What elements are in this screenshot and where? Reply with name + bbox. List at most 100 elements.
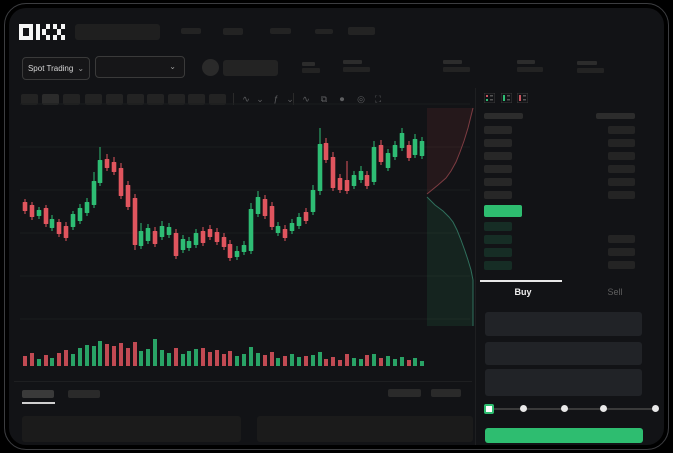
bottom-action-skeleton[interactable] [388,389,421,397]
chart-type-icon[interactable]: ∿ [242,94,250,104]
nav-item-skeleton[interactable] [223,28,243,35]
bottom-action-skeleton[interactable] [431,389,461,397]
orderbook-view-bids-icon[interactable] [501,93,512,103]
candle [84,198,90,216]
ask-price-skeleton[interactable] [484,191,512,199]
orders-panel-skeleton [22,416,241,442]
tab-buy[interactable]: Buy [477,282,569,300]
bid-price-skeleton[interactable] [484,248,512,257]
volume-bar [386,356,390,366]
market-type-label: Spot Trading [27,64,74,73]
amount-slider-track[interactable] [489,408,655,410]
slider-stop-dot[interactable] [561,405,568,412]
ask-price-skeleton[interactable] [484,178,512,186]
candle [364,171,370,189]
buy-tab-label: Buy [514,287,532,297]
settings-icon[interactable]: ◎ [357,94,365,104]
candle [248,203,254,254]
ask-amount-skeleton[interactable] [608,165,635,173]
toolbar-block-skeleton[interactable] [21,94,38,105]
slider-stop-dot[interactable] [600,405,607,412]
searchbar-skeleton[interactable] [75,24,160,40]
volume-bar [318,352,322,366]
toolbar-block-skeleton[interactable] [168,94,185,105]
volume-bar [44,355,48,366]
nav-item-skeleton[interactable] [315,29,333,34]
chevron-down-icon[interactable]: ⌄ [286,94,294,104]
orderbook-header-skeleton [484,113,523,119]
candle [289,219,295,234]
nav-item-skeleton[interactable] [181,28,201,34]
market-type-dropdown[interactable]: Spot Trading ⌄ [22,57,90,80]
chevron-down-icon[interactable]: ⌄ [256,94,264,104]
toolbar-block-skeleton[interactable] [85,94,102,105]
toolbar-block-skeleton[interactable] [106,94,123,105]
candle [29,202,35,220]
orderbook-view-asks-icon[interactable] [517,93,528,103]
volume-bar [290,354,294,366]
ask-price-skeleton[interactable] [484,139,512,147]
okx-logo[interactable] [19,24,67,40]
candle [22,199,28,214]
price-input-skeleton[interactable] [485,312,642,336]
orderbook-view-combined-icon[interactable] [484,93,495,103]
camera-icon[interactable]: ⏺ [339,94,345,104]
volume-bar [338,360,342,366]
compare-icon[interactable]: ⧉ [320,94,328,104]
volume-bar [235,356,239,366]
bid-price-skeleton[interactable] [484,222,512,231]
toolbar-block-skeleton[interactable] [42,94,59,105]
bid-price-skeleton[interactable] [484,261,512,270]
ask-price-skeleton[interactable] [484,152,512,160]
ask-amount-skeleton[interactable] [608,126,635,134]
total-input-skeleton[interactable] [485,369,642,396]
toolbar-separator [293,93,294,105]
sell-tab-label: Sell [607,287,623,297]
candle [70,211,76,230]
slider-stop-dot[interactable] [520,405,527,412]
candle [132,194,138,250]
slider-stop-dot[interactable] [652,405,659,412]
volume-bar [270,352,274,366]
candlestick-chart[interactable] [0,0,475,453]
volume-bar [311,355,315,366]
candle [392,141,398,160]
toolbar-block-skeleton[interactable] [188,94,205,105]
toolbar-block-skeleton[interactable] [127,94,144,105]
pair-selector-dropdown[interactable]: ⌄ [95,56,185,78]
bid-amount-skeleton[interactable] [608,261,635,269]
bid-amount-skeleton[interactable] [608,248,635,256]
toolbar-block-skeleton[interactable] [147,94,164,105]
bottom-divider [14,381,472,382]
bid-amount-skeleton[interactable] [608,235,635,243]
bid-price-skeleton[interactable] [484,235,512,244]
slider-handle[interactable] [484,404,494,414]
candle [118,163,124,199]
indicators-icon[interactable]: ƒ [273,94,279,104]
tab-sell[interactable]: Sell [569,282,661,300]
amount-input-skeleton[interactable] [485,342,642,365]
candle [145,224,151,244]
candle [378,140,384,165]
ask-price-skeleton[interactable] [484,126,512,134]
fullscreen-icon[interactable]: ⛶ [374,94,382,104]
volume-bar [37,359,41,366]
ask-amount-skeleton[interactable] [608,139,635,147]
ask-amount-skeleton[interactable] [608,152,635,160]
toolbar-block-skeleton[interactable] [63,94,80,105]
volume-bar [393,359,397,366]
ask-amount-skeleton[interactable] [608,191,635,199]
buy-submit-button[interactable] [485,428,643,443]
bottom-tab-active-underline [22,402,55,404]
line-tool-icon[interactable]: ∿ [302,94,310,104]
nav-item-skeleton[interactable] [348,27,375,35]
candle [371,141,377,185]
nav-item-skeleton[interactable] [270,28,291,34]
bottom-tab-active-skeleton[interactable] [22,390,54,398]
toolbar-block-skeleton[interactable] [209,94,226,105]
last-price-bar[interactable] [484,205,522,217]
ask-amount-skeleton[interactable] [608,178,635,186]
bottom-tab-skeleton[interactable] [68,390,100,398]
ask-price-skeleton[interactable] [484,165,512,173]
volume-bar [105,344,109,366]
